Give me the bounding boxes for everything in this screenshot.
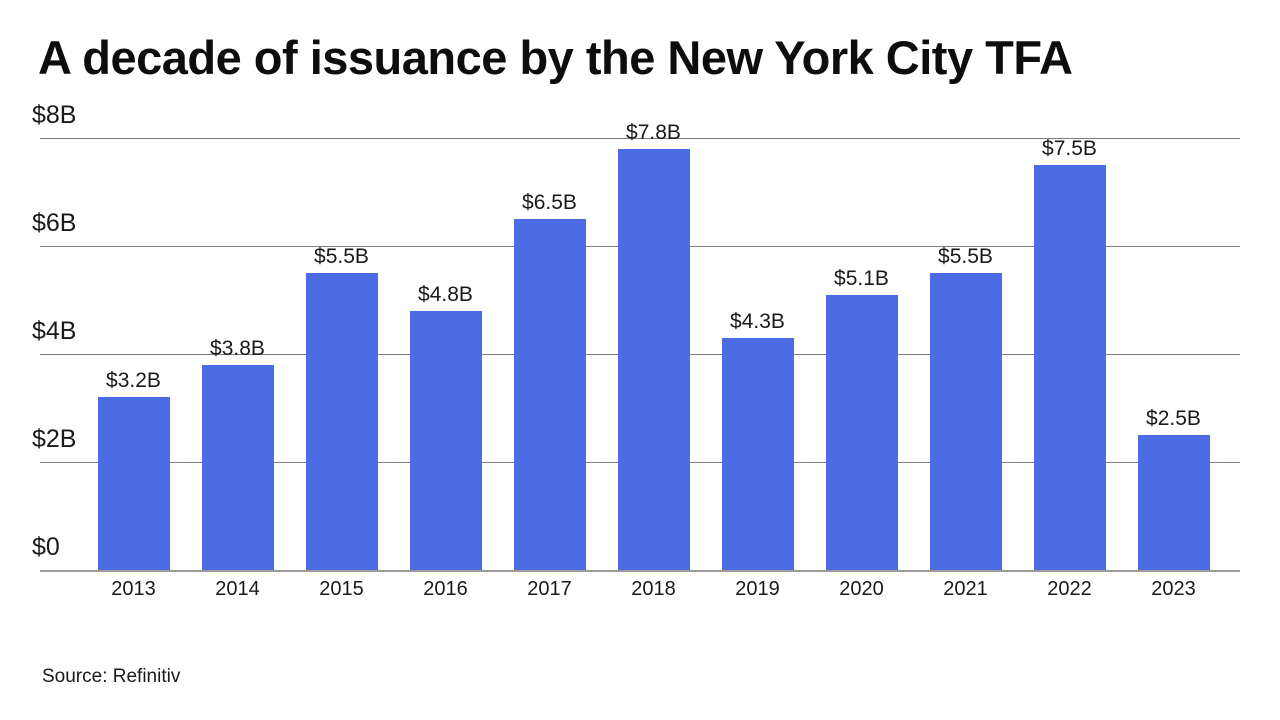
bar-2020 bbox=[825, 294, 898, 570]
x-axis-label-2015: 2015 bbox=[319, 578, 364, 600]
bar-2023 bbox=[1137, 435, 1210, 570]
bar-value-label-2019: $4.3B bbox=[730, 309, 785, 333]
y-axis-label-3: $2B bbox=[32, 424, 77, 453]
bar-2017 bbox=[513, 219, 586, 570]
bar-value-label-2023: $2.5B bbox=[1146, 406, 1201, 430]
x-axis-label-2014: 2014 bbox=[215, 578, 260, 600]
x-axis-label-2019: 2019 bbox=[735, 578, 780, 600]
x-axis-baseline bbox=[40, 570, 1240, 572]
x-axis-label-2023: 2023 bbox=[1151, 578, 1196, 600]
bar-2016 bbox=[409, 310, 482, 570]
x-axis-label-2017: 2017 bbox=[527, 578, 572, 600]
bar-value-label-2017: $6.5B bbox=[522, 190, 577, 214]
x-axis-label-2020: 2020 bbox=[839, 578, 884, 600]
y-axis-label-2: $4B bbox=[32, 316, 77, 345]
gridline-8b bbox=[40, 138, 1240, 139]
plot-area: $8B $6B $4B $2B $0 $3.2B 2013 $3.8B 2014 $5.5B 201… bbox=[32, 101, 1240, 600]
bar-value-label-2015: $5.5B bbox=[314, 244, 369, 268]
x-axis-label-2016: 2016 bbox=[423, 578, 468, 600]
chart-title: A decade of issuance by the New York Cit… bbox=[38, 31, 1073, 84]
x-axis-label-2013: 2013 bbox=[111, 578, 156, 600]
bar-2013 bbox=[97, 397, 170, 570]
bar-value-label-2013: $3.2B bbox=[106, 369, 161, 393]
bar-value-label-2021: $5.5B bbox=[938, 244, 993, 268]
bar-2022 bbox=[1033, 165, 1106, 570]
bar-value-label-2020: $5.1B bbox=[834, 266, 889, 290]
bar-2014 bbox=[201, 364, 274, 570]
bar-2018 bbox=[617, 148, 690, 570]
bar-value-label-2022: $7.5B bbox=[1042, 136, 1097, 160]
y-axis-label-4: $0 bbox=[32, 532, 60, 561]
y-axis-label-1: $6B bbox=[32, 208, 77, 237]
bar-value-label-2014: $3.8B bbox=[210, 336, 265, 360]
x-axis-label-2022: 2022 bbox=[1047, 578, 1092, 600]
x-axis-label-2018: 2018 bbox=[631, 578, 676, 600]
bar-2021 bbox=[929, 273, 1002, 570]
bar-value-label-2016: $4.8B bbox=[418, 282, 473, 306]
bar-2015 bbox=[305, 273, 378, 570]
y-axis-label-0: $8B bbox=[32, 100, 77, 129]
x-axis-label-2021: 2021 bbox=[943, 578, 988, 600]
bar-value-label-2018: $7.8B bbox=[626, 120, 681, 144]
bar-2019 bbox=[721, 337, 794, 570]
source-note: Source: Refinitiv bbox=[42, 666, 181, 687]
